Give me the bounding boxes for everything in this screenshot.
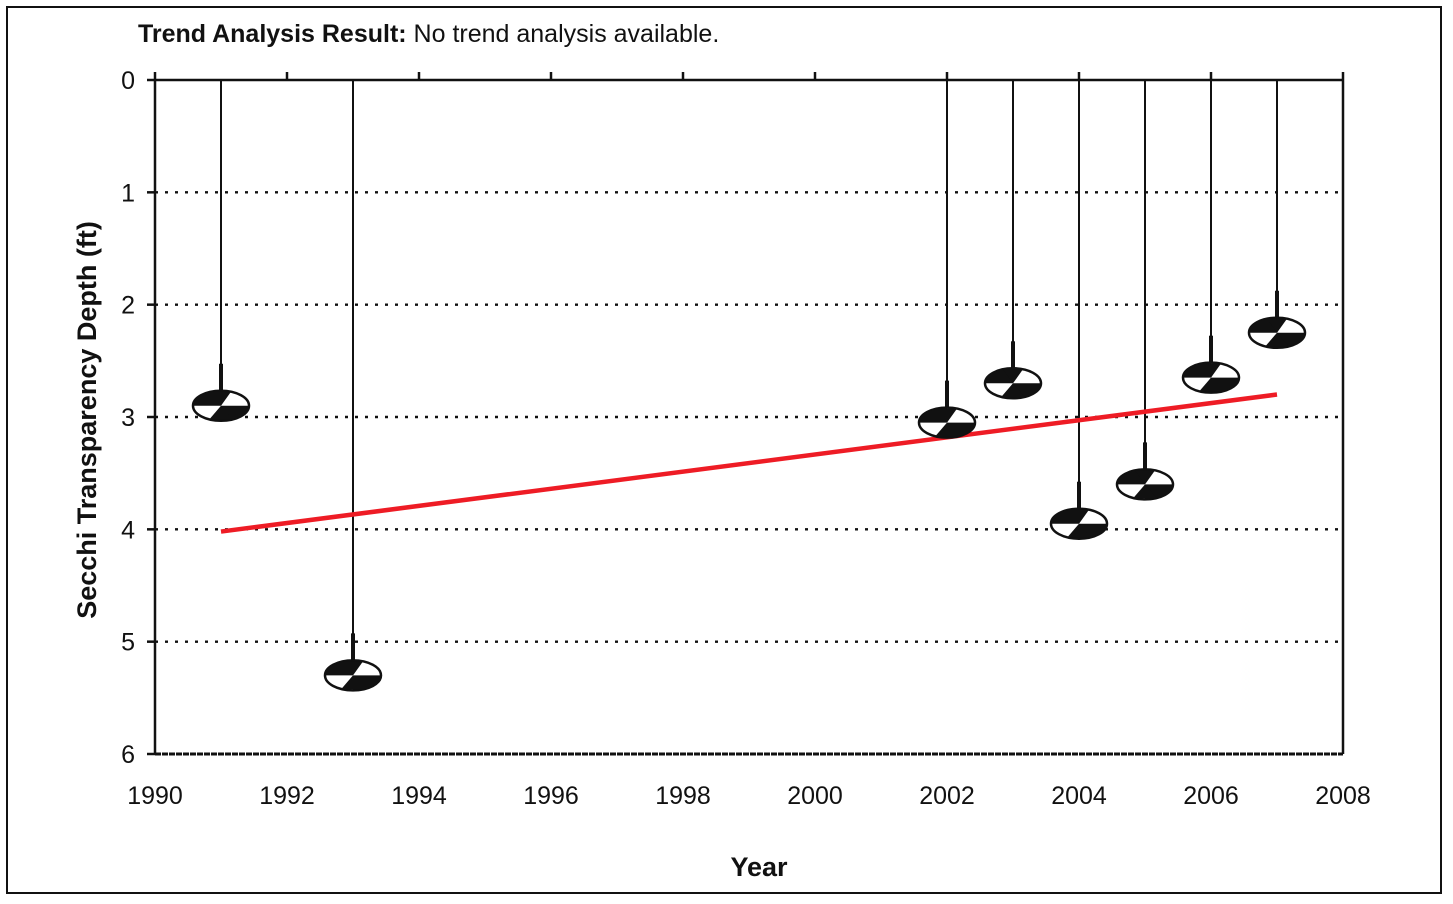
disk-wedge-top — [343, 661, 363, 676]
disk-wedge-bottom — [935, 422, 959, 437]
disk-wedge-bottom — [341, 675, 365, 690]
disk-wedge-bottom — [1265, 332, 1289, 347]
secchi-disk-marker-1991 — [191, 389, 251, 423]
disk-wedge-bottom — [1001, 383, 1025, 398]
y-tick-label-2: 2 — [121, 292, 135, 320]
x-tick-label-2006: 2006 — [1183, 782, 1239, 810]
trend-analysis-result: Trend Analysis Result: No trend analysis… — [138, 20, 719, 49]
x-tick-label-2004: 2004 — [1051, 782, 1107, 810]
disk-wedge-top — [211, 391, 231, 406]
secchi-disk-marker-2004 — [1049, 507, 1109, 540]
disk-wedge-bottom — [1133, 484, 1157, 499]
x-tick-labels: 1990 1992 1994 1996 1998 2000 2002 2004 2006 2008 — [127, 782, 1371, 810]
trend-analysis-value: No trend analysis available. — [413, 20, 720, 48]
x-tick-label-1994: 1994 — [391, 782, 447, 810]
y-tick-label-6: 6 — [121, 741, 135, 769]
y-tick-label-5: 5 — [121, 629, 135, 657]
y-axis-title: Secchi Transparency Depth (ft) — [72, 221, 102, 619]
y-tick-label-3: 3 — [121, 404, 135, 432]
grid-lines — [155, 191, 1343, 643]
y-tick-label-0: 0 — [121, 67, 135, 95]
x-tick-label-2008: 2008 — [1315, 782, 1371, 810]
secchi-disk-marker-2007 — [1247, 316, 1307, 349]
disk-wedge-top — [1267, 318, 1287, 333]
disk-wedge-top — [1003, 369, 1023, 384]
disk-wedge-bottom — [1067, 523, 1091, 538]
disk-wedge-top — [1201, 363, 1221, 378]
chart-frame — [6, 6, 1442, 894]
secchi-disk-marker-2003 — [983, 367, 1043, 400]
disk-wedge-top — [937, 408, 957, 423]
x-tick-label-1990: 1990 — [127, 782, 183, 810]
x-tick-label-2002: 2002 — [919, 782, 975, 810]
disk-wedge-top — [1135, 470, 1155, 485]
disk-wedge-bottom — [209, 405, 233, 420]
x-axis-title: Year — [730, 852, 788, 882]
sounding-lines — [219, 80, 1279, 670]
x-tick-label-1996: 1996 — [523, 782, 579, 810]
secchi-disk-marker-2005 — [1115, 468, 1175, 501]
axes — [147, 72, 1345, 756]
secchi-disk-marker-1993 — [323, 659, 383, 692]
trend-line — [220, 392, 1278, 534]
data-points — [191, 316, 1307, 692]
y-tick-label-1: 1 — [121, 179, 135, 207]
x-tick-label-1992: 1992 — [259, 782, 315, 810]
secchi-disk-marker-2002 — [917, 406, 977, 439]
disk-wedge-bottom — [1199, 377, 1223, 392]
secchi-disk-marker-2006 — [1181, 361, 1241, 394]
y-tick-label-4: 4 — [121, 516, 135, 544]
trend-analysis-label: Trend Analysis Result: — [138, 20, 407, 48]
y-tick-labels: 0 1 2 3 4 5 6 — [121, 67, 135, 769]
disk-wedge-top — [1069, 509, 1089, 524]
x-tick-label-2000: 2000 — [787, 782, 843, 810]
x-tick-label-1998: 1998 — [655, 782, 711, 810]
